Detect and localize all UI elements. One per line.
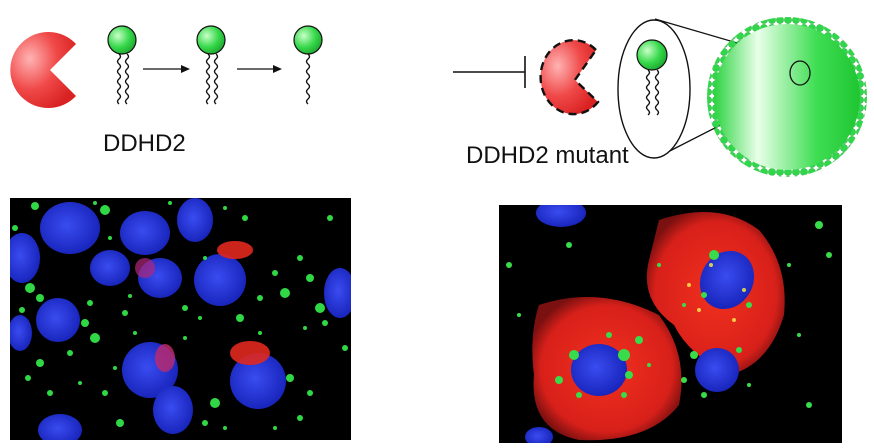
nucleus (194, 254, 246, 306)
nucleus (177, 198, 213, 242)
nucleus (230, 353, 286, 409)
lipid-molecule-1 (107, 25, 137, 105)
arrow-1 (143, 65, 190, 73)
mutant-enzyme-icon (539, 39, 600, 116)
red-signal (230, 341, 270, 365)
red-signal (217, 241, 253, 259)
ddhd2-label: DDHD2 (103, 130, 186, 157)
colocalized-signal (687, 263, 746, 322)
nucleus (571, 344, 627, 396)
lipid-molecule-3 (293, 25, 323, 105)
arrow-2 (237, 65, 282, 73)
nucleus (536, 205, 586, 227)
red-signal (155, 344, 175, 372)
nucleus (90, 250, 130, 286)
nucleus (324, 268, 351, 318)
zoom-ellipse (617, 19, 691, 159)
lipid-droplet-icon (707, 17, 867, 177)
lipid-droplets (12, 201, 348, 430)
enzyme-icon (10, 31, 77, 108)
nucleus (153, 386, 193, 434)
nucleus (10, 315, 32, 351)
nucleus (525, 427, 553, 443)
inhibition-bar-icon (453, 56, 526, 88)
lipid-molecule-2 (196, 25, 226, 105)
nucleus (120, 211, 170, 255)
red-signal (135, 258, 155, 278)
micrograph-mutant (499, 205, 842, 443)
zoomed-lipid (636, 39, 668, 116)
nucleus (40, 202, 100, 254)
nucleus (695, 348, 739, 392)
nucleus (699, 250, 755, 310)
nucleus (36, 298, 80, 342)
nucleus (38, 414, 82, 440)
micrograph-wild-type (10, 198, 351, 440)
ddhd2-mutant-label: DDHD2 mutant (466, 142, 629, 169)
nucleus (10, 233, 40, 283)
lipid-droplets (506, 221, 832, 408)
